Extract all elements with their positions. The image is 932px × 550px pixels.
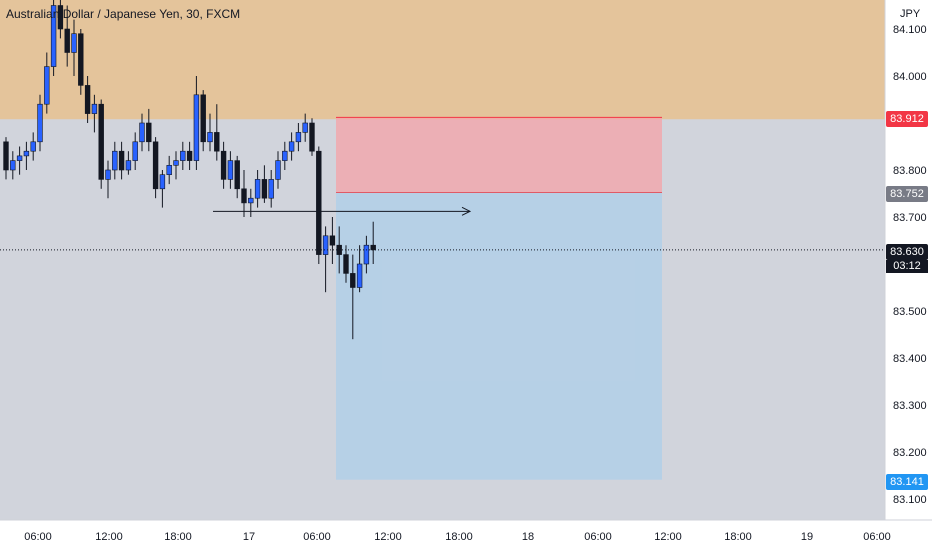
time-tick-label: 18:00 <box>445 531 473 543</box>
candle-body <box>98 103 104 180</box>
time-tick-label: 12:00 <box>95 531 123 543</box>
currency-label: JPY <box>900 8 921 20</box>
time-tick-label: 12:00 <box>654 531 682 543</box>
countdown-badge: 03:12 <box>886 260 928 273</box>
time-tick-label: 06:00 <box>863 531 891 543</box>
candle-body <box>139 122 145 143</box>
time-tick-label: 18:00 <box>724 531 752 543</box>
candle-body <box>282 150 288 161</box>
ray-arrow-head <box>461 206 472 216</box>
candle-body <box>356 263 363 288</box>
candle-body <box>302 122 308 133</box>
candle-body <box>125 160 132 171</box>
candle-body <box>37 103 43 143</box>
time-tick-label: 06:00 <box>303 531 331 543</box>
candle-body <box>50 5 57 67</box>
candle-body <box>220 150 227 180</box>
candle-body <box>350 273 356 288</box>
candle-body <box>84 85 91 114</box>
price-tick-label: 84.000 <box>893 71 927 83</box>
candle-body <box>193 94 200 161</box>
candle-body <box>343 254 349 274</box>
candle-body <box>207 132 213 143</box>
candle-body <box>261 179 268 199</box>
candle-body <box>64 28 70 53</box>
candle-body <box>214 132 220 152</box>
time-tick-label: 18:00 <box>164 531 192 543</box>
candle-body <box>309 122 315 152</box>
candle-body <box>71 33 77 53</box>
candle-body <box>234 160 240 190</box>
candle-body <box>241 188 247 204</box>
time-tick-label: 17 <box>243 531 255 543</box>
candle-body <box>3 141 9 171</box>
price-tick-label: 83.200 <box>893 447 927 459</box>
time-tick-label: 06:00 <box>584 531 612 543</box>
price-tick-label: 83.400 <box>893 353 927 365</box>
candle-body <box>132 141 138 161</box>
time-tick-label: 12:00 <box>374 531 402 543</box>
entry-price-badge: 83.752 <box>886 186 928 202</box>
candle-body <box>118 150 125 171</box>
price-tick-label: 83.100 <box>893 494 927 506</box>
price-tick-label: 83.700 <box>893 212 927 224</box>
candle-body <box>30 141 36 152</box>
candle-body <box>44 66 50 105</box>
candle-body <box>370 244 376 251</box>
candle-body <box>363 244 370 265</box>
target-price-badge: 83.141 <box>886 474 928 490</box>
price-axis-panel <box>885 0 932 550</box>
time-tick-label: 19 <box>801 531 813 543</box>
price-tick-label: 84.100 <box>893 24 927 36</box>
candle-body <box>112 150 118 171</box>
candle-body <box>159 174 166 190</box>
candle-body <box>146 122 152 143</box>
candle-body <box>200 94 206 143</box>
candle-body <box>91 103 98 114</box>
candle-body <box>268 179 274 199</box>
chart-title: Australian Dollar / Japanese Yen, 30, FX… <box>6 7 241 21</box>
candle-body <box>78 33 84 86</box>
candle-body <box>227 160 234 180</box>
candle-body <box>16 155 23 161</box>
price-tick-label: 83.500 <box>893 306 927 318</box>
price-tick-label: 83.800 <box>893 165 927 177</box>
candle-body <box>248 197 254 204</box>
candle-body <box>254 179 261 199</box>
time-tick-label: 06:00 <box>24 531 52 543</box>
candle-body <box>322 235 329 255</box>
candle-body <box>166 165 172 176</box>
current-price-badge: 83.630 <box>886 244 928 260</box>
candle-body <box>295 132 302 143</box>
candle-body <box>23 150 30 157</box>
time-tick-label: 18 <box>522 531 534 543</box>
candle-body <box>186 150 193 161</box>
stop-loss-zone <box>336 117 662 193</box>
price-tick-label: 83.300 <box>893 400 927 412</box>
candle-body <box>173 160 179 166</box>
candle-body <box>152 141 159 190</box>
candle-body <box>275 160 281 180</box>
candle-body <box>57 5 64 30</box>
supply-zone <box>0 0 885 120</box>
stop-price-badge: 83.912 <box>886 111 928 127</box>
take-profit-zone <box>336 192 662 480</box>
candle-body <box>329 235 336 246</box>
candle-body <box>180 150 186 161</box>
candle-body <box>288 141 295 152</box>
candle-body <box>10 160 16 171</box>
candle-body <box>105 169 111 180</box>
candle-body <box>316 150 322 255</box>
